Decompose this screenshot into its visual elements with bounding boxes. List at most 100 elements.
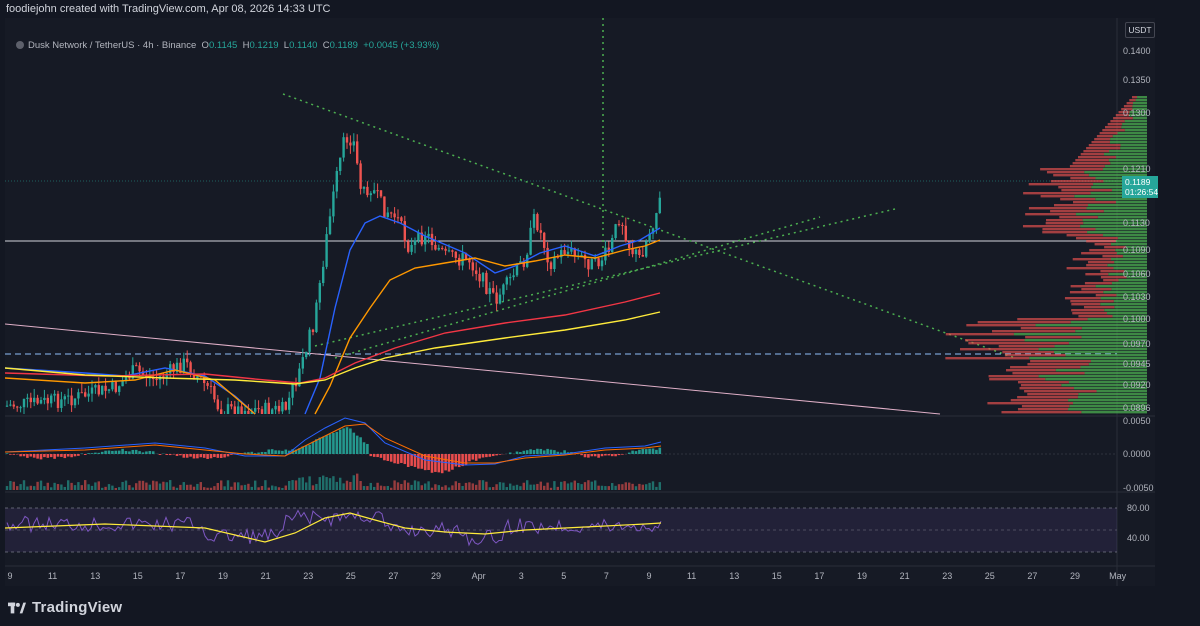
candle-body — [186, 358, 189, 363]
macd-histogram-bar — [63, 454, 67, 459]
volume-bar — [257, 487, 260, 490]
time-tick-label: Apr — [472, 571, 486, 581]
candle-body — [648, 233, 651, 242]
profile-sell-bar — [1085, 273, 1109, 276]
candle-body — [611, 238, 614, 252]
symbol-logo-icon — [16, 41, 24, 49]
ma-blue-line — [5, 367, 256, 415]
volume-bar — [488, 487, 491, 490]
volume-bar — [335, 481, 338, 490]
candle-body — [335, 171, 338, 192]
volume-bar — [206, 487, 209, 490]
profile-sell-bar — [1118, 111, 1130, 114]
macd-histogram-bar — [83, 454, 87, 455]
profile-buy-bar — [1109, 141, 1147, 144]
profile-sell-bar — [1076, 237, 1118, 240]
macd-histogram-bar — [604, 454, 607, 456]
macd-histogram-bar — [559, 452, 563, 454]
profile-buy-bar — [1035, 324, 1147, 327]
macd-histogram-bar — [104, 450, 107, 454]
candle-body — [29, 397, 32, 403]
macd-line — [5, 417, 662, 466]
volume-bar — [107, 484, 111, 490]
candle-body — [43, 397, 46, 401]
candle-body — [138, 365, 141, 372]
volume-bar — [138, 480, 141, 490]
candle-body — [498, 294, 502, 304]
price-tick-label: 0.1300 — [1123, 108, 1151, 118]
time-axis[interactable]: 9 11 13 15 17 19 21 23 25 27 29 Apr 3 5 7 9 11 13 15 17 19 21… — [7, 571, 1126, 581]
macd-histogram-bar — [134, 449, 138, 454]
profile-buy-bar — [1024, 339, 1147, 342]
price-tick-label: 0.1060 — [1123, 269, 1151, 279]
macd-histogram-bar — [580, 454, 583, 456]
volume-bar — [379, 485, 383, 490]
volume-bar — [434, 484, 437, 490]
macd-histogram-bar — [80, 453, 84, 454]
macd-histogram-bar — [597, 454, 600, 458]
macd-histogram-bar — [250, 451, 254, 454]
macd-histogram-bar — [148, 450, 152, 454]
profile-buy-bar — [1081, 336, 1147, 339]
volume-bar — [471, 483, 474, 490]
volume-bar — [468, 482, 471, 490]
profile-sell-bar — [1100, 276, 1127, 279]
profile-sell-bar — [1045, 222, 1084, 225]
candle-body — [94, 385, 97, 388]
candle-body — [162, 376, 165, 378]
macd-histogram-bar — [366, 443, 369, 454]
price-tick-label: 0.1130 — [1123, 218, 1150, 228]
profile-sell-bar — [1107, 123, 1123, 126]
profile-sell-bar — [1072, 162, 1111, 165]
price-axis[interactable]: 0.1400 0.1350 0.1300 0.1210 0.1130 0.1090 0.10… — [1123, 46, 1151, 413]
currency-button[interactable]: USDT — [1125, 22, 1155, 38]
candle-body — [509, 277, 512, 279]
profile-buy-bar — [1111, 282, 1147, 285]
volume-bar — [645, 484, 648, 490]
candle-body — [539, 230, 542, 233]
profile-sell-bar — [1081, 252, 1117, 255]
profile-buy-bar — [1067, 408, 1147, 411]
candle-body — [512, 275, 515, 278]
time-tick-label: 15 — [133, 571, 143, 581]
macd-histogram-bar — [73, 454, 77, 457]
macd-histogram-bar — [532, 450, 536, 454]
profile-sell-bar — [1046, 219, 1083, 222]
candle-body — [318, 283, 321, 303]
profile-sell-bar — [1021, 405, 1070, 408]
candle-body — [298, 368, 301, 387]
macd-histogram-bar — [281, 450, 284, 454]
candle-body — [543, 232, 546, 248]
candle-body — [458, 257, 461, 266]
macd-histogram-bar — [9, 454, 12, 455]
volume-bar — [430, 487, 434, 490]
profile-sell-bar — [1103, 279, 1119, 282]
volume-bar — [407, 482, 410, 490]
volume-bar — [607, 486, 610, 490]
chart-canvas[interactable]: 0.1400 0.1350 0.1300 0.1210 0.1130 0.1090 0.10… — [5, 18, 1155, 586]
profile-sell-bar — [1071, 309, 1105, 312]
profile-buy-bar — [1116, 252, 1147, 255]
profile-sell-bar — [1072, 258, 1111, 261]
volume-bar — [631, 483, 634, 490]
macd-histogram-bar — [36, 454, 39, 459]
profile-sell-bar — [1006, 369, 1056, 372]
macd-histogram-bar — [328, 434, 332, 454]
volume-bar — [230, 486, 233, 490]
profile-sell-bar — [1088, 144, 1121, 147]
volume-bar — [104, 486, 107, 490]
candle-body — [107, 389, 111, 391]
volume-bar — [172, 486, 175, 490]
chart-area[interactable]: 0.1400 0.1350 0.1300 0.1210 0.1130 0.1090 0.10… — [5, 18, 1155, 586]
candle-body — [101, 385, 104, 395]
profile-buy-bar — [1081, 327, 1147, 330]
macd-histogram-bar — [56, 454, 60, 457]
tradingview-logo[interactable]: TradingView — [8, 599, 122, 616]
candle-body — [233, 406, 236, 414]
candle-body — [80, 392, 83, 394]
volume-bar — [461, 486, 464, 490]
macd-histogram-bar — [199, 454, 203, 458]
candle-body — [345, 137, 349, 143]
macd-histogram-bar — [457, 454, 461, 468]
candle-body — [175, 362, 179, 373]
